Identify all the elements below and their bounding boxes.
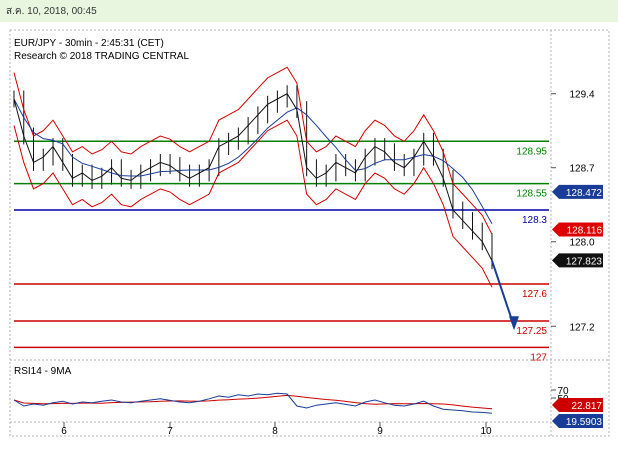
chart-title: EUR/JPY - 30min - 2:45:31 (CET): [14, 38, 164, 49]
price-tick-label: 128.7: [569, 164, 594, 175]
level-label: 128.95: [516, 146, 547, 157]
bollinger-upper: [13, 66, 493, 235]
price-badge: [552, 222, 603, 237]
time-tick-label: 10: [480, 426, 492, 437]
price-tick-label: 129.4: [569, 90, 594, 101]
price-badge-label: 127.823: [566, 256, 603, 267]
rsi-ma-line: [13, 394, 493, 410]
price-tick-label: 128.0: [569, 238, 594, 249]
price-badge-label: 128.116: [567, 225, 603, 236]
price-chart: EUR/JPY - 30min - 2:45:31 (CET) Research…: [9, 29, 610, 437]
time-tick-label: 6: [61, 426, 67, 437]
header-datetime: ส.ค. 10, 2018, 00:45: [6, 6, 97, 17]
forecast-arrowhead: [509, 316, 519, 331]
rsi-value-badge: [552, 398, 603, 412]
rsi-tick-label: 70: [557, 386, 569, 397]
header-bar: ส.ค. 10, 2018, 00:45: [0, 0, 618, 22]
chart-subtitle: Research © 2018 TRADING CENTRAL: [14, 51, 189, 62]
level-label: 128.3: [522, 215, 547, 226]
time-tick-label: 7: [167, 426, 173, 437]
level-label: 127.6: [522, 289, 547, 300]
rsi-ma-badge: [552, 414, 603, 428]
rsi-title: RSI14 - 9MA: [14, 366, 72, 377]
level-label: 127: [530, 352, 547, 363]
time-tick-label: 8: [272, 426, 278, 437]
level-label: 127.25: [516, 326, 547, 337]
price-line: [13, 93, 493, 261]
time-tick-label: 9: [377, 426, 383, 437]
forecast-arrow-line: [491, 260, 515, 327]
chart-frame: [9, 29, 610, 437]
price-badge: [552, 184, 603, 199]
rsi-ma-badge-label: 19.5903: [566, 417, 603, 428]
rsi-line: [13, 392, 493, 414]
price-badge: [552, 253, 603, 268]
level-label: 128.55: [516, 189, 547, 200]
moving-average-line: [13, 98, 493, 224]
rsi-value-badge-label: 22.817: [571, 401, 602, 412]
bollinger-lower: [13, 119, 493, 288]
price-tick-label: 127.2: [569, 322, 594, 333]
price-badge-label: 128.472: [566, 188, 603, 199]
